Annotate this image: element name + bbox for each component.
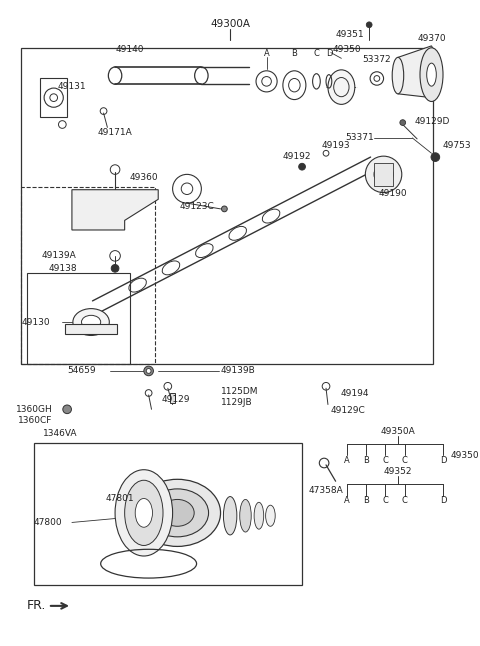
- Ellipse shape: [365, 156, 402, 193]
- Text: 49123C: 49123C: [179, 202, 214, 211]
- Bar: [170, 393, 176, 402]
- Text: A: A: [344, 496, 350, 505]
- Ellipse shape: [73, 309, 109, 335]
- Circle shape: [146, 369, 151, 373]
- Text: 49171A: 49171A: [98, 128, 132, 137]
- Polygon shape: [72, 190, 158, 230]
- Ellipse shape: [82, 315, 101, 329]
- Text: 1129JB: 1129JB: [220, 398, 252, 407]
- Text: 1360CF: 1360CF: [18, 416, 53, 425]
- Text: 49138: 49138: [48, 264, 77, 273]
- Text: FR.: FR.: [27, 599, 46, 612]
- Bar: [21, 48, 433, 364]
- Ellipse shape: [328, 70, 355, 105]
- Ellipse shape: [392, 57, 404, 94]
- Text: 53372: 53372: [362, 55, 391, 64]
- Text: C: C: [313, 49, 319, 58]
- Ellipse shape: [161, 499, 194, 526]
- Ellipse shape: [125, 480, 163, 545]
- Text: A: A: [344, 455, 350, 464]
- Ellipse shape: [134, 479, 220, 547]
- Text: B: B: [291, 49, 297, 58]
- Text: 49139A: 49139A: [42, 251, 77, 260]
- Text: D: D: [325, 49, 332, 58]
- Text: 54659: 54659: [67, 366, 96, 375]
- Text: D: D: [440, 455, 446, 464]
- Text: B: B: [363, 496, 369, 505]
- Ellipse shape: [115, 470, 173, 556]
- Text: 49129D: 49129D: [414, 117, 450, 126]
- Text: 49131: 49131: [58, 81, 86, 90]
- Bar: [21, 187, 156, 364]
- Text: 53371: 53371: [345, 134, 374, 142]
- Text: 49360: 49360: [130, 172, 158, 182]
- Text: 49139B: 49139B: [220, 366, 255, 375]
- Text: 47801: 47801: [106, 494, 134, 503]
- Text: 49352: 49352: [384, 467, 412, 476]
- Text: 49370: 49370: [417, 34, 446, 43]
- Bar: [34, 443, 302, 585]
- Text: B: B: [363, 455, 369, 464]
- Ellipse shape: [254, 503, 264, 529]
- Circle shape: [299, 163, 305, 170]
- Text: 49129C: 49129C: [331, 406, 366, 415]
- Bar: [65, 324, 117, 333]
- Text: 47800: 47800: [34, 518, 62, 527]
- Text: C: C: [402, 455, 408, 464]
- Circle shape: [431, 153, 440, 162]
- Text: 49300A: 49300A: [210, 19, 250, 29]
- Text: 49350: 49350: [333, 45, 361, 54]
- Circle shape: [221, 206, 227, 212]
- Ellipse shape: [135, 499, 153, 527]
- Text: 49350A: 49350A: [381, 427, 415, 436]
- Circle shape: [366, 22, 372, 28]
- Text: 49193: 49193: [321, 141, 350, 150]
- Bar: [40, 78, 67, 117]
- Ellipse shape: [265, 505, 275, 526]
- Text: 49192: 49192: [283, 152, 312, 161]
- Text: A: A: [264, 49, 269, 58]
- Ellipse shape: [146, 489, 209, 537]
- Ellipse shape: [240, 499, 251, 532]
- Text: 49130: 49130: [21, 318, 50, 326]
- Text: 49190: 49190: [379, 189, 408, 198]
- Text: 1360GH: 1360GH: [16, 405, 53, 414]
- Text: 1346VA: 1346VA: [43, 429, 78, 438]
- Circle shape: [144, 366, 154, 376]
- Bar: [374, 163, 393, 186]
- Circle shape: [111, 264, 119, 272]
- Circle shape: [63, 405, 72, 413]
- Text: C: C: [383, 496, 388, 505]
- Text: D: D: [440, 496, 446, 505]
- Text: 49350: 49350: [451, 451, 480, 460]
- Ellipse shape: [374, 165, 393, 184]
- Text: 49140: 49140: [115, 45, 144, 54]
- Ellipse shape: [427, 63, 436, 86]
- Bar: [27, 273, 131, 364]
- Ellipse shape: [223, 497, 237, 535]
- Text: C: C: [402, 496, 408, 505]
- Polygon shape: [398, 46, 436, 98]
- Text: 49753: 49753: [443, 141, 472, 150]
- Ellipse shape: [420, 48, 443, 101]
- Text: 47358A: 47358A: [309, 486, 343, 495]
- Circle shape: [400, 120, 406, 125]
- Text: 49129: 49129: [161, 395, 190, 404]
- Text: 1125DM: 1125DM: [220, 386, 258, 395]
- Text: 49351: 49351: [336, 30, 364, 39]
- Text: C: C: [383, 455, 388, 464]
- Text: 49194: 49194: [340, 388, 369, 397]
